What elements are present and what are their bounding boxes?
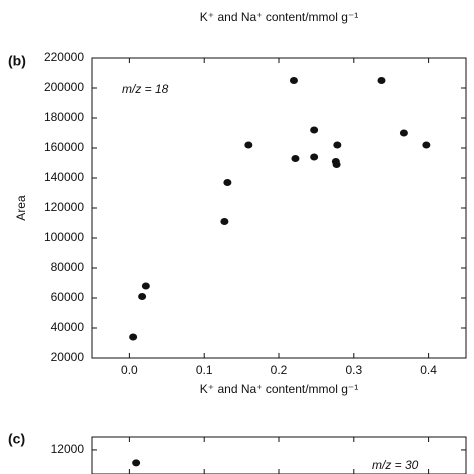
y-axis-label: Area bbox=[14, 195, 28, 221]
x-axis-label: K⁺ and Na⁺ content/mmol g⁻¹ bbox=[200, 10, 358, 24]
x-axis-label: K⁺ and Na⁺ content/mmol g⁻¹ bbox=[200, 382, 358, 396]
x-tick-label: 0.2 bbox=[271, 363, 288, 377]
point bbox=[244, 141, 253, 149]
point bbox=[223, 179, 232, 186]
point bbox=[377, 77, 386, 84]
y-tick-label: 180000 bbox=[44, 110, 84, 124]
y-tick-label: 20000 bbox=[51, 350, 85, 364]
point bbox=[422, 141, 431, 149]
y-tick-label: 200000 bbox=[44, 80, 84, 94]
y-tick-label: 120000 bbox=[44, 200, 84, 214]
point bbox=[132, 459, 141, 467]
x-tick-label: 0.0 bbox=[121, 363, 138, 377]
y-tick-label: 160000 bbox=[44, 140, 84, 154]
point bbox=[141, 282, 150, 290]
point bbox=[138, 293, 147, 300]
x-tick-label: 0.1 bbox=[196, 363, 213, 377]
y-tick-label: 220000 bbox=[44, 50, 84, 64]
point bbox=[289, 77, 298, 84]
y-tick-label: 140000 bbox=[44, 170, 84, 184]
x-tick-label: 0.3 bbox=[345, 363, 362, 377]
y-tick-label: 100000 bbox=[44, 230, 84, 244]
point bbox=[333, 141, 342, 149]
annotation: m/z = 30 bbox=[372, 458, 419, 472]
y-tick-label: 60000 bbox=[51, 290, 85, 304]
point bbox=[332, 161, 341, 168]
plot-frame bbox=[91, 57, 467, 359]
annotation: m/z = 18 bbox=[122, 82, 169, 96]
x-tick-label: 0.4 bbox=[420, 363, 437, 377]
panel-label: (c) bbox=[8, 431, 25, 447]
point bbox=[399, 129, 408, 137]
y-tick-label: 80000 bbox=[51, 260, 85, 274]
point bbox=[129, 333, 138, 341]
y-tick-label: 40000 bbox=[51, 320, 85, 334]
y-tick-label: 12000 bbox=[51, 442, 85, 456]
point bbox=[310, 153, 319, 161]
point bbox=[291, 155, 300, 162]
point bbox=[220, 218, 229, 225]
point bbox=[310, 126, 319, 134]
panel-label: (b) bbox=[8, 53, 26, 69]
